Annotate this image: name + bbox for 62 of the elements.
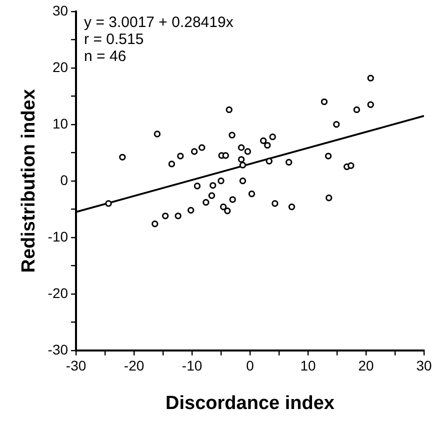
x-tick-label: -30: [66, 358, 86, 374]
point: [266, 158, 273, 164]
point: [177, 152, 184, 160]
point: [324, 152, 332, 160]
point: [367, 74, 374, 82]
point: [333, 121, 340, 128]
x-tick-label: -20: [124, 358, 144, 374]
point: [238, 156, 245, 163]
x-tick-label: 20: [358, 358, 374, 374]
point: [154, 130, 161, 138]
point: [190, 148, 198, 155]
point: [224, 207, 231, 214]
x-tick-label: -10: [182, 358, 202, 374]
y-axis-title: Redistribution index: [18, 88, 40, 273]
y-tick-label: 0: [60, 172, 68, 188]
point: [348, 162, 354, 169]
x-tick-label: 30: [416, 358, 432, 374]
point: [220, 204, 227, 210]
y-tick-label: 30: [52, 2, 68, 18]
point: [152, 220, 158, 228]
point: [168, 160, 176, 168]
point: [228, 132, 236, 138]
y-tick-label: -20: [48, 284, 68, 301]
point: [320, 98, 328, 106]
point: [288, 204, 296, 210]
y-tick-label: 20: [52, 58, 68, 75]
point: [239, 162, 246, 168]
point: [244, 148, 252, 155]
y-tick-label: -30: [48, 341, 68, 358]
point: [286, 158, 292, 166]
point: [162, 212, 169, 220]
point: [222, 152, 230, 159]
point: [229, 196, 236, 203]
point: [248, 190, 256, 198]
annotation: r = 0.515: [84, 31, 144, 48]
x-axis-title: Discordance index: [166, 392, 335, 414]
point: [174, 212, 182, 220]
point: [269, 133, 276, 140]
y-tick-label: -10: [48, 228, 68, 244]
point: [210, 182, 216, 189]
annotation: n = 46: [84, 48, 126, 66]
point: [119, 154, 126, 161]
point: [264, 142, 271, 149]
point: [105, 200, 112, 207]
annotation: y = 3.0017 + 0.28419x: [84, 14, 234, 32]
point: [194, 182, 201, 190]
y-tick-label: 10: [52, 115, 68, 132]
point: [326, 194, 332, 202]
point: [218, 178, 224, 184]
point: [353, 106, 360, 114]
point: [272, 200, 278, 207]
point: [260, 137, 267, 144]
point: [188, 206, 194, 214]
point: [208, 192, 216, 199]
point: [238, 144, 245, 151]
point: [202, 199, 210, 206]
x-tick-label: 10: [300, 358, 316, 374]
point: [367, 101, 374, 108]
x-tick-label: 0: [246, 358, 254, 374]
point: [226, 106, 232, 114]
point: [239, 178, 246, 184]
point: [198, 144, 206, 151]
